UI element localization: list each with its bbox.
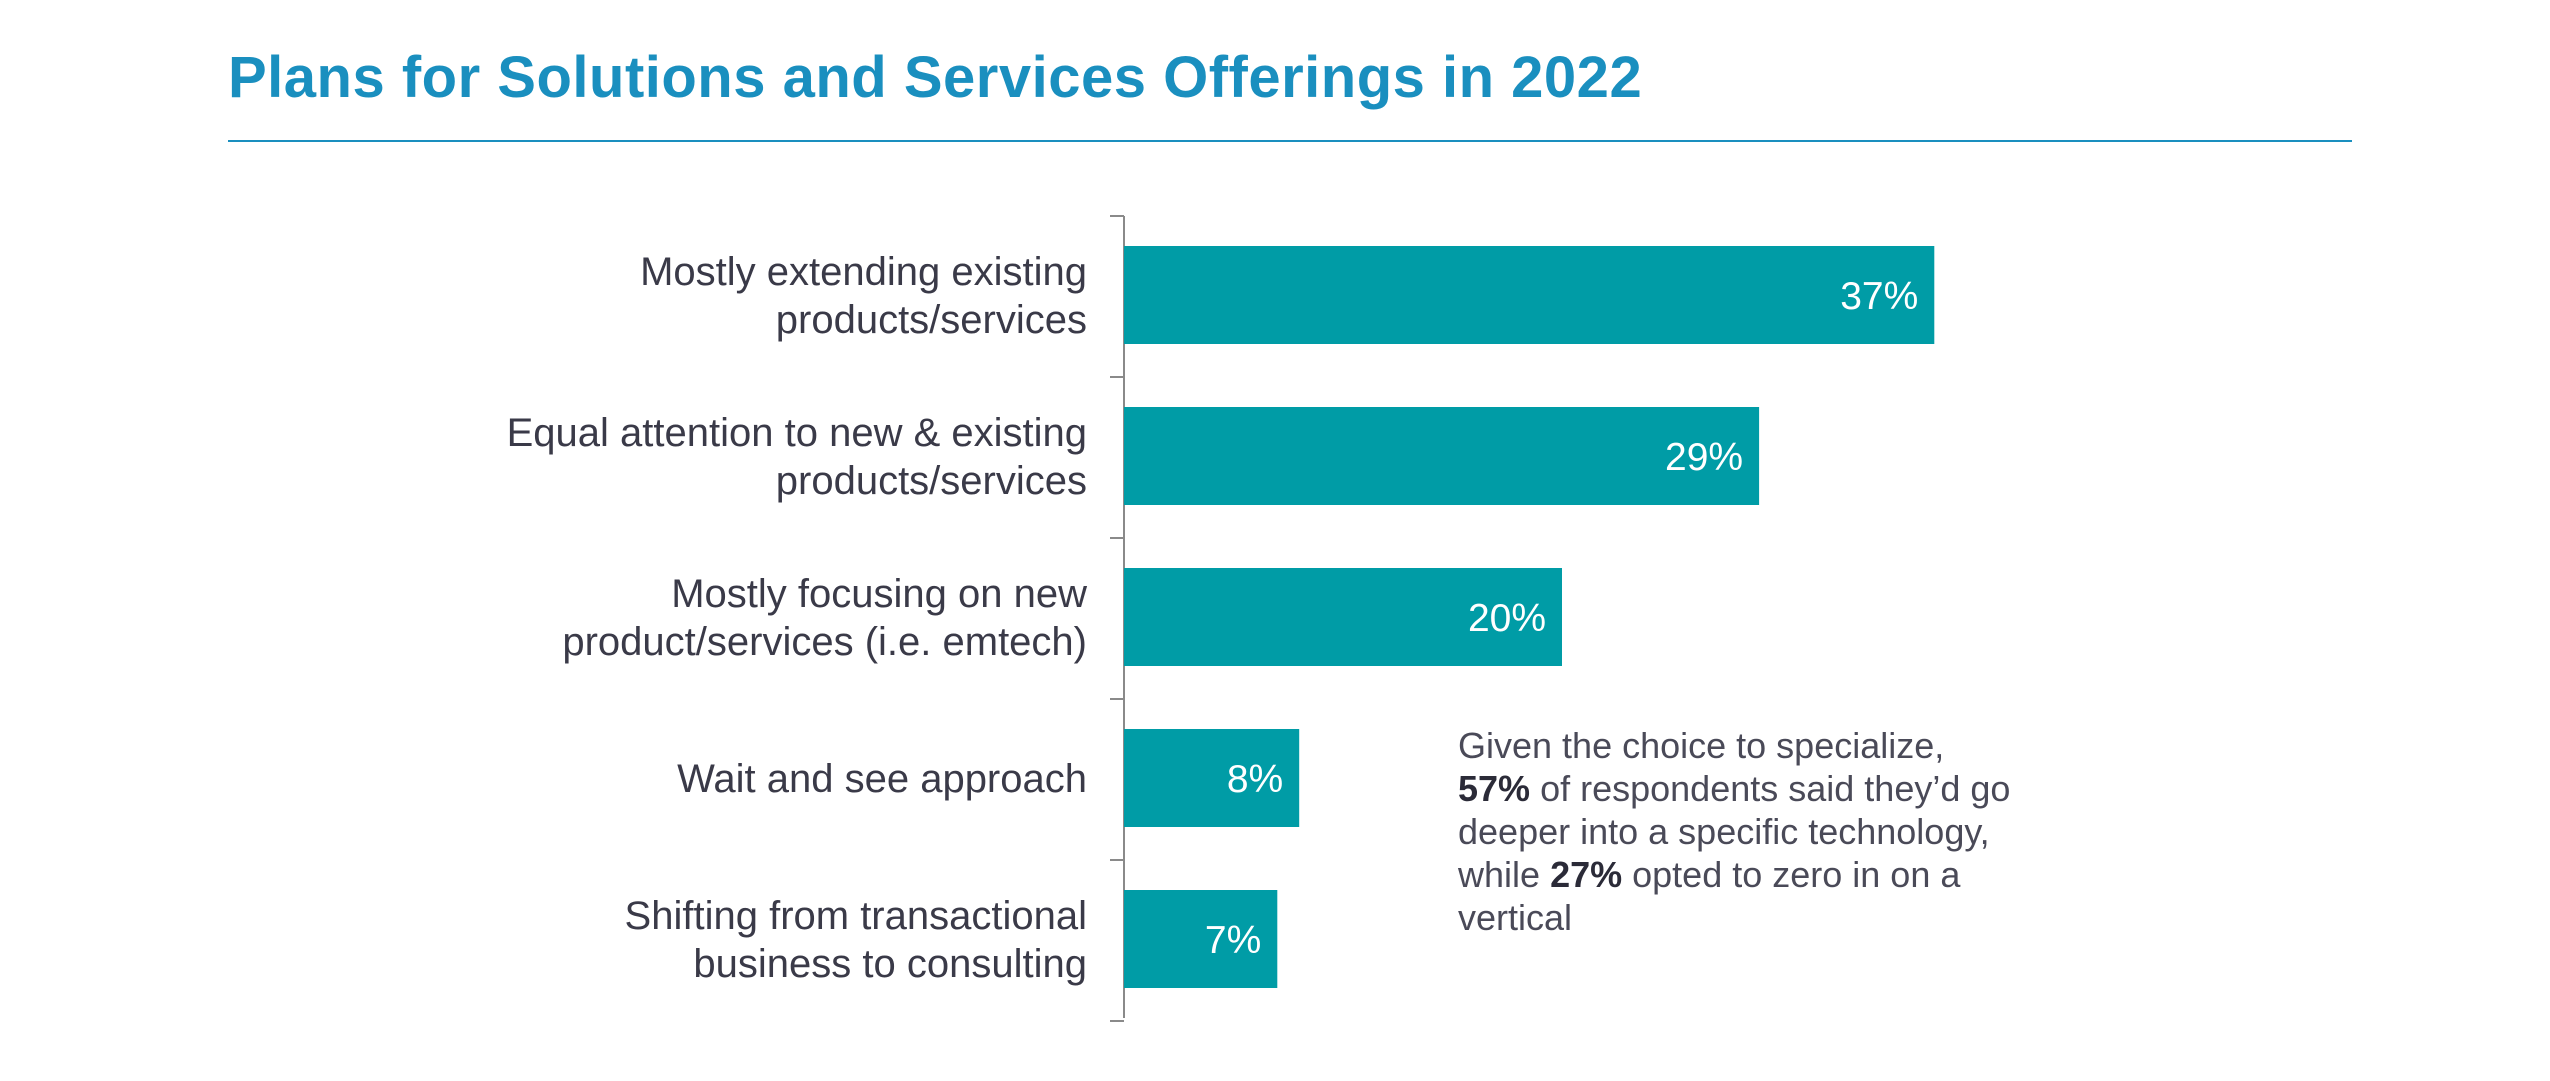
category-label-5-line-2: business to consulting bbox=[693, 942, 1087, 986]
bar-value-label-2: 29% bbox=[1665, 436, 1743, 479]
bar-2 bbox=[1124, 407, 1760, 505]
category-label-5-line-1: Shifting from transactional bbox=[625, 894, 1087, 938]
category-label-2-line-2: products/services bbox=[776, 459, 1087, 503]
callout-part-3: opted to zero in on a vertical bbox=[1458, 854, 1961, 938]
bar-value-label-3: 20% bbox=[1468, 597, 1546, 640]
bar-3 bbox=[1124, 568, 1562, 666]
bar-1 bbox=[1124, 246, 1935, 344]
category-label-1-line-1: Mostly extending existing bbox=[640, 250, 1087, 294]
bar-4 bbox=[1124, 729, 1300, 827]
callout-highlight-27: 27% bbox=[1550, 854, 1623, 895]
category-label-3-line-1: Mostly focusing on new bbox=[671, 572, 1087, 616]
category-label-3-line-2: product/services (i.e. emtech) bbox=[562, 620, 1087, 664]
category-label-4-line-1: Wait and see approach bbox=[677, 757, 1087, 801]
category-label-2-line-1: Equal attention to new & existing bbox=[507, 411, 1087, 455]
callout-part-1: Given the choice to specialize, bbox=[1458, 725, 1945, 766]
category-label-1-line-2: products/services bbox=[776, 298, 1087, 342]
callout-part-2: of respondents said they’d go deeper int… bbox=[1458, 768, 2011, 895]
chart-title: Plans for Solutions and Services Offerin… bbox=[228, 45, 1643, 110]
bar-5 bbox=[1124, 890, 1278, 988]
bar-value-label-4: 8% bbox=[1227, 758, 1283, 801]
title-underline bbox=[228, 140, 2352, 142]
bar-value-label-5: 7% bbox=[1205, 919, 1261, 962]
callout-text: Given the choice to specialize, 57% of r… bbox=[1458, 724, 2018, 939]
callout-highlight-57: 57% bbox=[1458, 768, 1531, 809]
bar-value-label-1: 37% bbox=[1840, 275, 1918, 318]
